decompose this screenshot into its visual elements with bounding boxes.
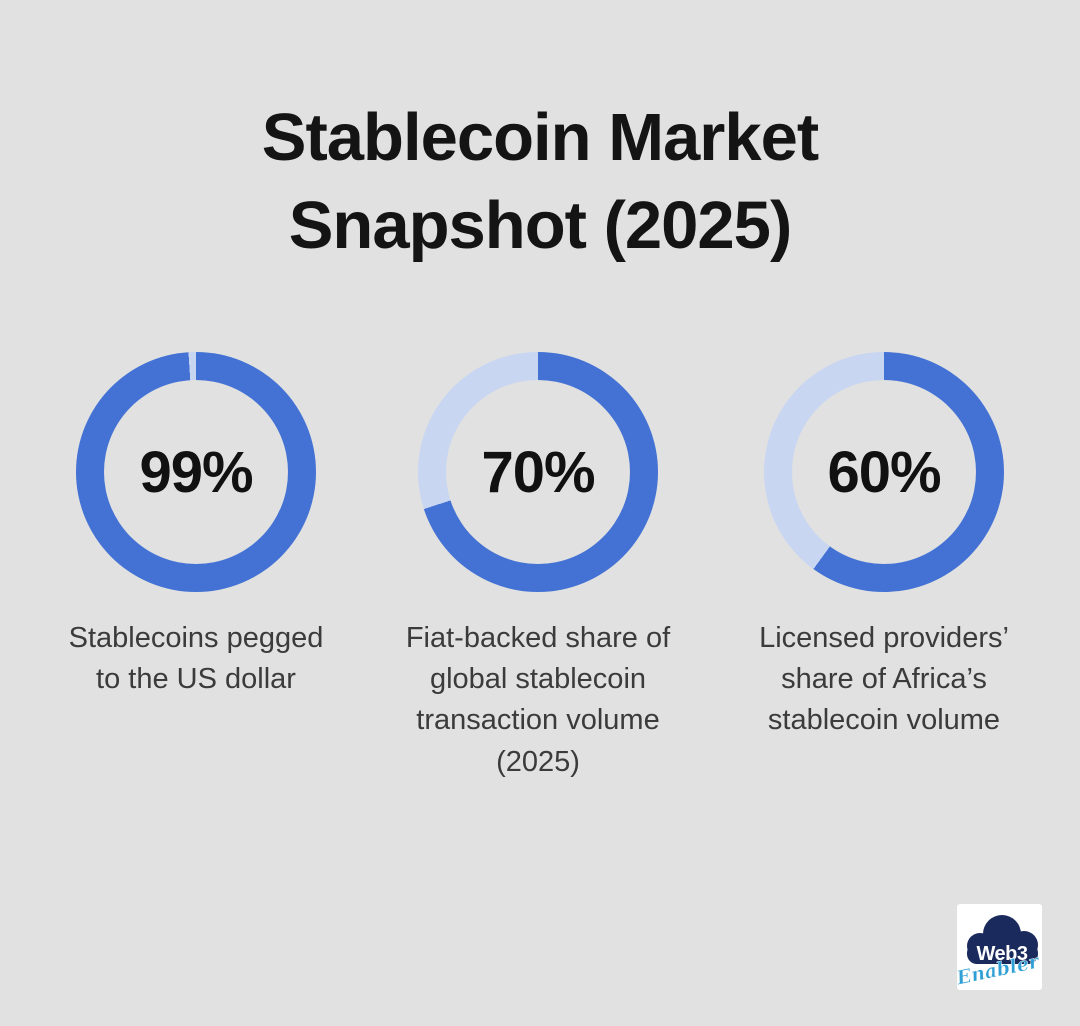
donut-value-label: 70% — [481, 439, 595, 505]
donut-chart-licensed-providers: 60% — [764, 352, 1004, 592]
web3-enabler-logo: Web3 Enabler — [957, 904, 1042, 990]
stat-fiat-backed: 70% Fiat-backed share of global stableco… — [373, 352, 703, 783]
page-title-line-2: Snapshot (2025) — [288, 188, 793, 264]
logo-text-web3: Web3 — [977, 943, 1028, 965]
donut-chart-usd-pegged: 99% — [76, 352, 316, 592]
donut-value-label: 99% — [139, 439, 253, 505]
stat-licensed-providers: 60% Licensed providers’ share of Africa’… — [719, 352, 1049, 742]
donut-chart-fiat-backed: 70% — [418, 352, 658, 592]
stat-caption: Stablecoins pegged to the US dollar — [68, 622, 324, 696]
donut-value-label: 60% — [827, 439, 941, 505]
donut-hole: 60% — [792, 380, 976, 564]
stat-caption: Fiat-backed share of global stablecoin t… — [405, 622, 671, 778]
cloud-icon: Web3 Enabler — [957, 915, 1042, 990]
stat-usd-pegged: 99% Stablecoins pegged to the US dollar — [31, 352, 361, 700]
donut-hole: 99% — [104, 380, 288, 564]
donut-hole: 70% — [446, 380, 630, 564]
stat-caption: Licensed providers’ share of Africa’s st… — [759, 622, 1009, 737]
page-title-line-1: Stablecoin Market — [261, 100, 819, 175]
page-title: Stablecoin Market Snapshot (2025) — [0, 94, 1080, 271]
